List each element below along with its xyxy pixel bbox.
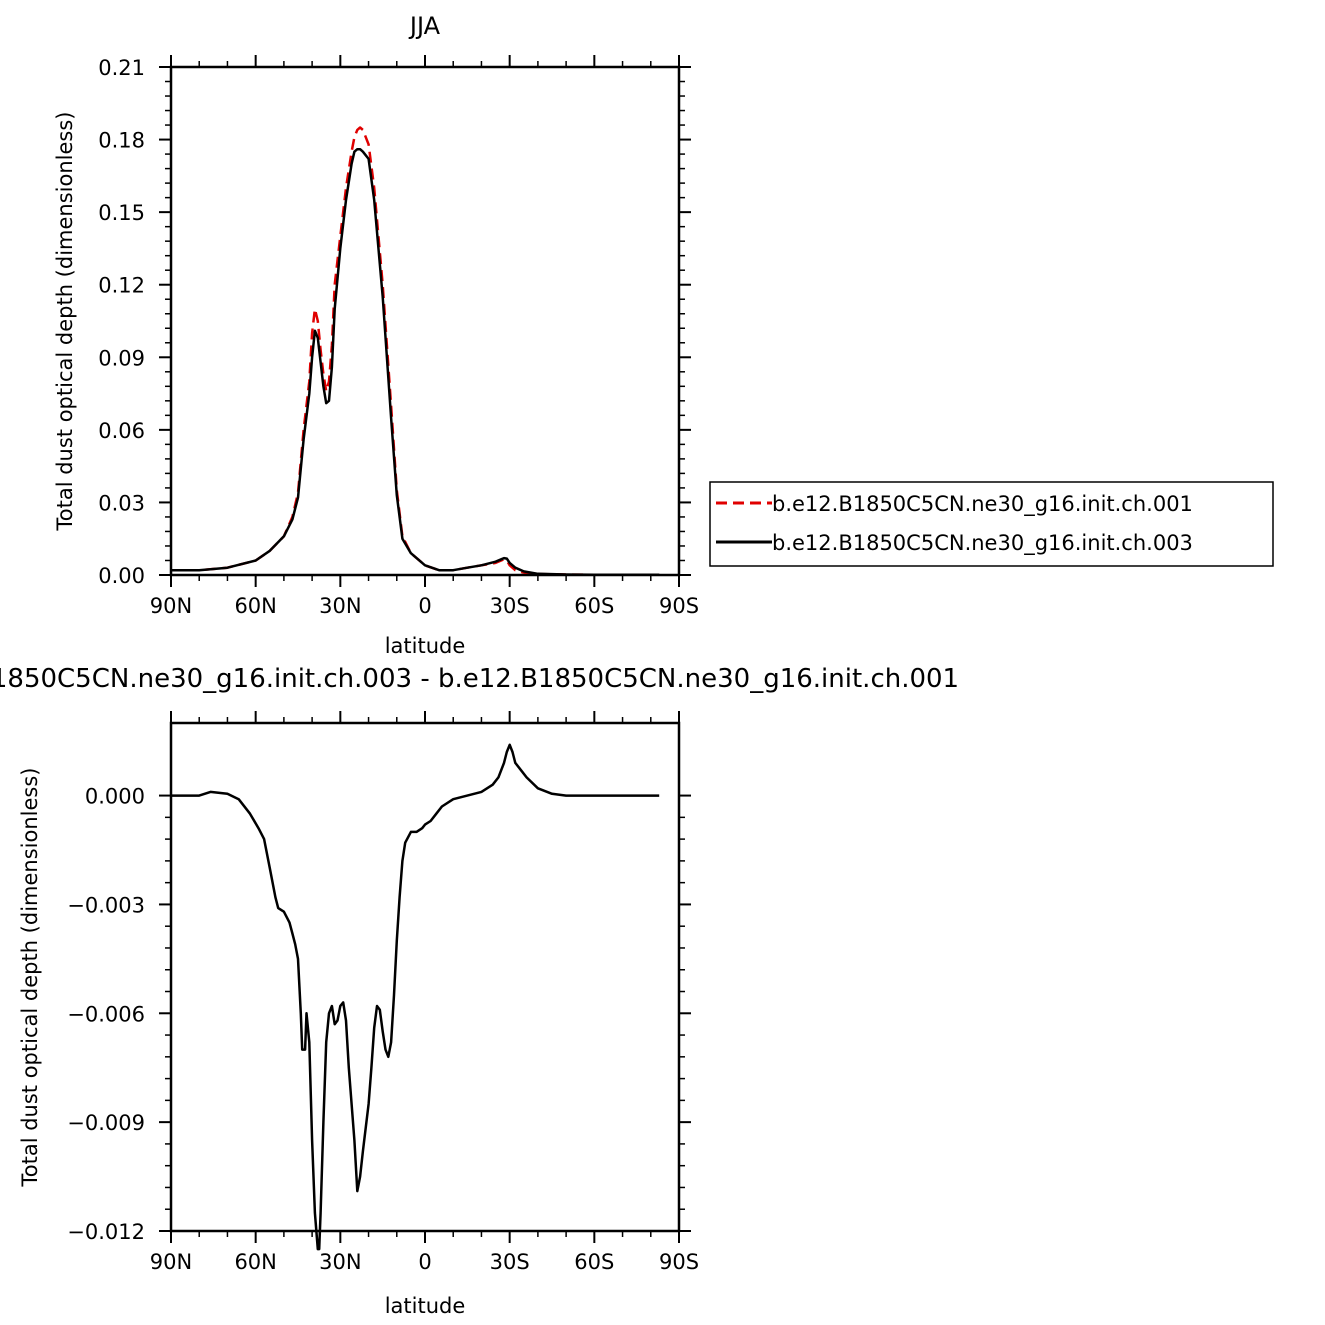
x-tick-label: 60S (574, 1250, 614, 1274)
x-tick-label: 60N (234, 594, 276, 618)
x-tick-label: 0 (418, 594, 431, 618)
y-tick-label: 0.18 (98, 129, 145, 153)
y-tick-label: −0.009 (67, 1111, 145, 1135)
y-tick-label: 0.12 (98, 274, 145, 298)
y-tick-label: 0.15 (98, 201, 145, 225)
y-tick-label: 0.09 (98, 346, 145, 370)
legend: b.e12.B1850C5CN.ne30_g16.init.ch.001 b.e… (709, 481, 1274, 567)
y-tick-label: 0.06 (98, 419, 145, 443)
panel-bottom-tick-labels: 90N 60N 30N 0 30S 60S 90S −0.012 −0.009 −0.006 −0.… (67, 785, 699, 1274)
panel-bottom-title: b.e12.B1850C5CN.ne30_g16.init.ch.003 - b… (0, 664, 959, 694)
panel-bottom-series (171, 743, 660, 1251)
panel-top-xlabel: latitude (385, 634, 466, 658)
panel-top: JJA Total dust optical depth (dimensionl… (53, 12, 699, 658)
panel-top-ticks (159, 55, 691, 587)
x-tick-label: 90S (659, 1250, 699, 1274)
x-tick-label: 30N (319, 594, 361, 618)
panel-top-series (171, 126, 660, 577)
x-tick-label: 0 (418, 1250, 431, 1274)
y-tick-label: −0.006 (67, 1002, 145, 1026)
legend-label-series-1: b.e12.B1850C5CN.ne30_g16.init.ch.001 (772, 492, 1193, 517)
panel-bottom: b.e12.B1850C5CN.ne30_g16.init.ch.003 - b… (0, 664, 959, 1318)
panel-bottom-frame (169, 721, 681, 1233)
x-tick-label: 90N (150, 594, 192, 618)
series-line-2 (171, 147, 660, 577)
x-tick-label: 30S (490, 1250, 530, 1274)
x-tick-label: 90S (659, 594, 699, 618)
y-tick-label: −0.003 (67, 893, 145, 917)
y-tick-label: 0.21 (98, 56, 145, 80)
series-line-1 (171, 743, 660, 1251)
x-tick-label: 30N (319, 1250, 361, 1274)
panel-bottom-ticks (159, 711, 691, 1243)
y-tick-label: −0.012 (67, 1220, 145, 1244)
panel-top-frame (169, 65, 681, 577)
y-tick-label: 0.00 (98, 564, 145, 588)
panel-top-title: JJA (408, 12, 441, 40)
y-tick-label: 0.000 (85, 785, 145, 809)
y-tick-label: 0.03 (98, 491, 145, 515)
panel-bottom-ylabel: Total dust optical depth (dimensionless) (18, 768, 42, 1188)
series-line-1 (171, 126, 660, 577)
panel-top-tick-labels: 90N 60N 30N 0 30S 60S 90S 0.00 0.03 0.06 0.09 0.12 0… (98, 56, 699, 618)
panel-bottom-xlabel: latitude (385, 1294, 466, 1318)
x-tick-label: 60N (234, 1250, 276, 1274)
legend-label-series-2: b.e12.B1850C5CN.ne30_g16.init.ch.003 (772, 531, 1193, 556)
legend-box (709, 481, 1274, 567)
x-tick-label: 90N (150, 1250, 192, 1274)
panel-top-ylabel: Total dust optical depth (dimensionless) (53, 112, 77, 532)
x-tick-label: 60S (574, 594, 614, 618)
x-tick-label: 30S (490, 594, 530, 618)
